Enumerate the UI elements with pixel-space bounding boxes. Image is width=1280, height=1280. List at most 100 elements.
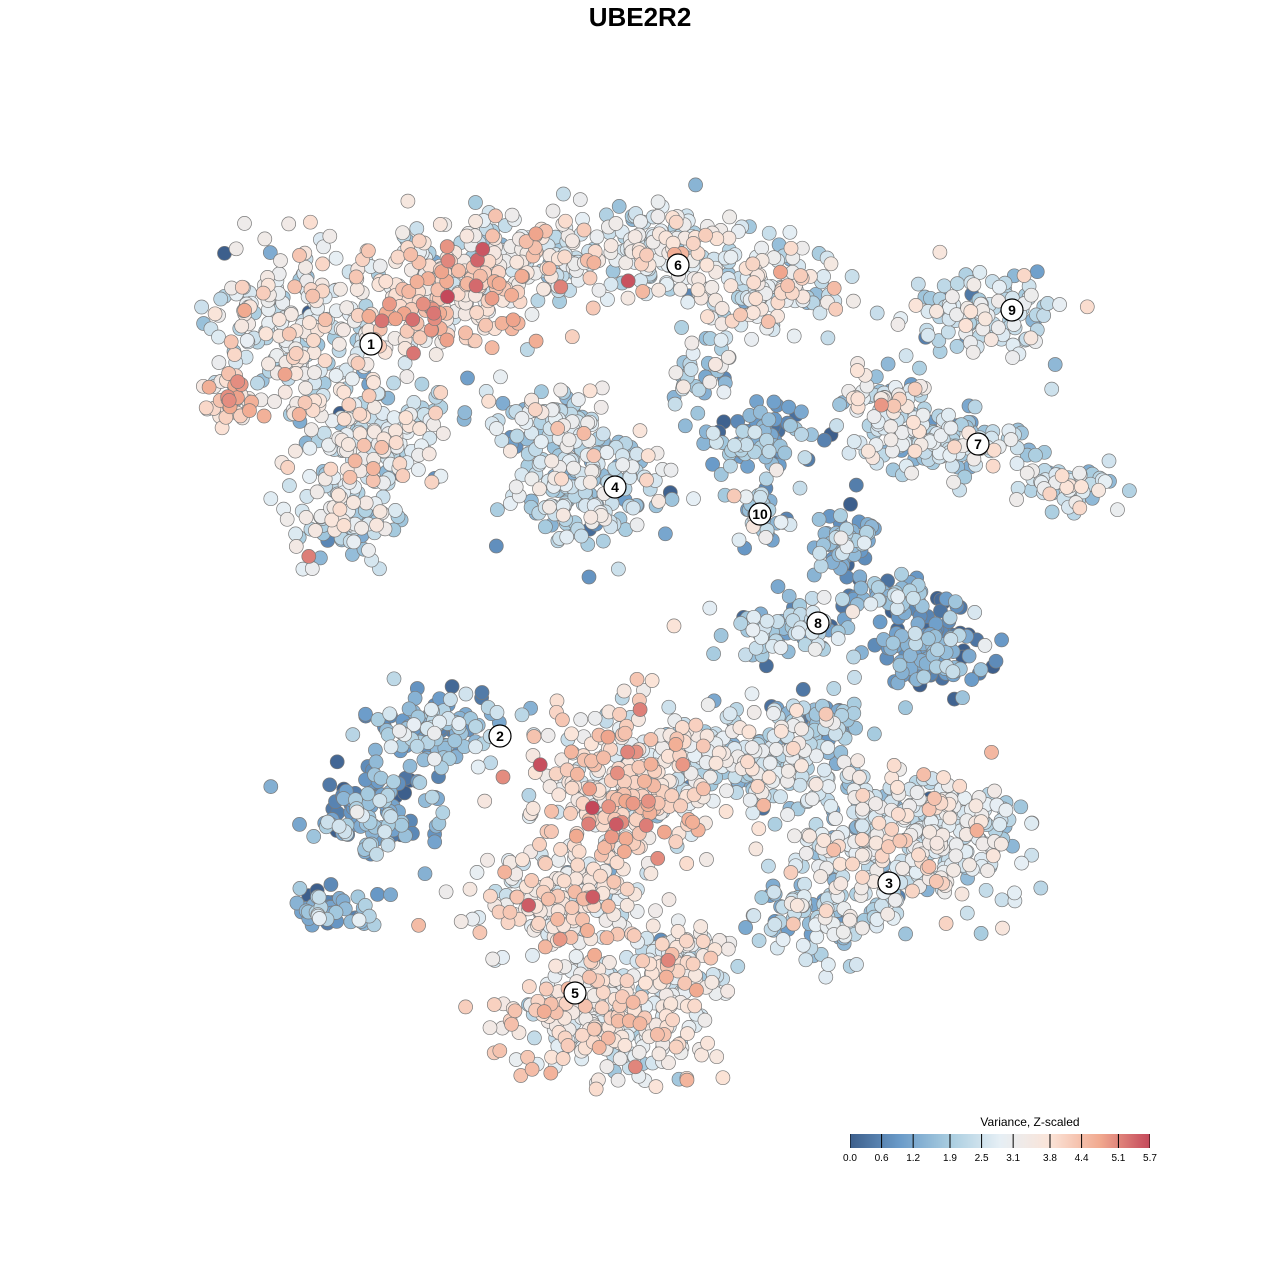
data-point: [887, 892, 903, 908]
data-point: [250, 375, 265, 391]
data-point: [306, 829, 322, 844]
data-point: [361, 243, 376, 259]
data-point: [504, 287, 519, 303]
data-point: [554, 471, 569, 487]
data-point: [733, 307, 748, 323]
data-point: [308, 523, 323, 538]
data-point: [898, 348, 914, 364]
data-point: [702, 600, 718, 616]
data-point: [762, 755, 778, 771]
data-point: [775, 932, 791, 947]
data-point: [780, 278, 796, 294]
data-point: [346, 534, 362, 550]
data-point: [746, 609, 762, 625]
data-point: [288, 443, 303, 459]
data-point: [1044, 504, 1060, 520]
data-point: [400, 193, 416, 209]
cluster-label-8: 8: [806, 611, 830, 635]
data-point: [576, 426, 592, 441]
data-point: [904, 465, 919, 481]
data-point: [544, 824, 559, 839]
cluster-label-6: 6: [666, 253, 690, 277]
data-point: [317, 353, 333, 369]
data-point: [921, 859, 937, 874]
data-point: [769, 462, 784, 478]
data-point: [783, 240, 799, 256]
data-point: [625, 500, 641, 516]
data-point: [1091, 482, 1106, 498]
data-point: [307, 365, 322, 380]
data-point: [533, 434, 549, 450]
data-point: [856, 535, 872, 551]
data-point: [761, 444, 777, 459]
data-point: [571, 844, 587, 860]
data-point: [818, 903, 834, 919]
data-point: [331, 336, 347, 352]
data-point: [664, 492, 680, 507]
data-point: [344, 371, 360, 387]
data-point: [854, 832, 870, 847]
data-point: [690, 282, 706, 298]
data-point: [470, 759, 486, 775]
data-point: [312, 911, 327, 926]
data-point: [723, 278, 739, 294]
data-point: [282, 478, 297, 493]
data-point: [625, 994, 641, 1010]
data-point: [773, 264, 788, 280]
cluster-label-2: 2: [488, 724, 512, 748]
data-point: [586, 255, 602, 271]
data-point: [758, 471, 774, 487]
data-point: [532, 481, 547, 497]
data-point: [650, 1027, 665, 1042]
data-point: [603, 238, 619, 253]
data-point: [761, 769, 777, 785]
data-point: [399, 369, 415, 384]
data-point: [907, 381, 923, 397]
data-point: [745, 256, 761, 272]
data-point: [311, 889, 327, 905]
data-point: [541, 261, 557, 276]
cluster-label-text: 4: [611, 479, 619, 495]
data-point: [306, 333, 321, 348]
data-point: [758, 530, 774, 545]
data-point: [706, 646, 721, 662]
cluster-label-text: 1: [367, 336, 375, 352]
data-point: [744, 740, 760, 755]
data-point: [744, 331, 759, 347]
data-point: [509, 254, 525, 270]
data-point: [484, 340, 500, 356]
data-point: [550, 911, 565, 927]
data-point: [817, 432, 832, 448]
data-point: [850, 753, 866, 769]
data-point: [705, 425, 721, 441]
data-point: [679, 1072, 695, 1088]
data-point: [631, 759, 647, 775]
data-point: [828, 301, 844, 317]
legend-colorbar: [850, 1134, 1150, 1148]
data-point: [288, 526, 303, 542]
data-point: [863, 596, 879, 612]
data-point: [787, 828, 802, 844]
data-point: [587, 947, 602, 963]
data-point: [643, 866, 659, 881]
data-point: [560, 1038, 576, 1053]
data-point: [715, 1070, 731, 1086]
data-point: [911, 847, 926, 863]
data-point: [309, 484, 325, 500]
data-point: [820, 330, 836, 346]
data-point: [720, 941, 736, 957]
data-point: [994, 892, 1010, 908]
data-point: [564, 900, 580, 915]
data-point: [380, 837, 396, 853]
data-point: [600, 898, 616, 914]
data-point: [932, 244, 948, 260]
data-point: [532, 757, 548, 773]
data-point: [480, 852, 495, 868]
data-point: [705, 456, 720, 472]
data-point: [920, 327, 936, 343]
data-point: [748, 841, 764, 857]
data-point: [331, 487, 346, 503]
data-point: [484, 291, 500, 306]
data-point: [1029, 264, 1045, 280]
data-point: [843, 496, 858, 512]
